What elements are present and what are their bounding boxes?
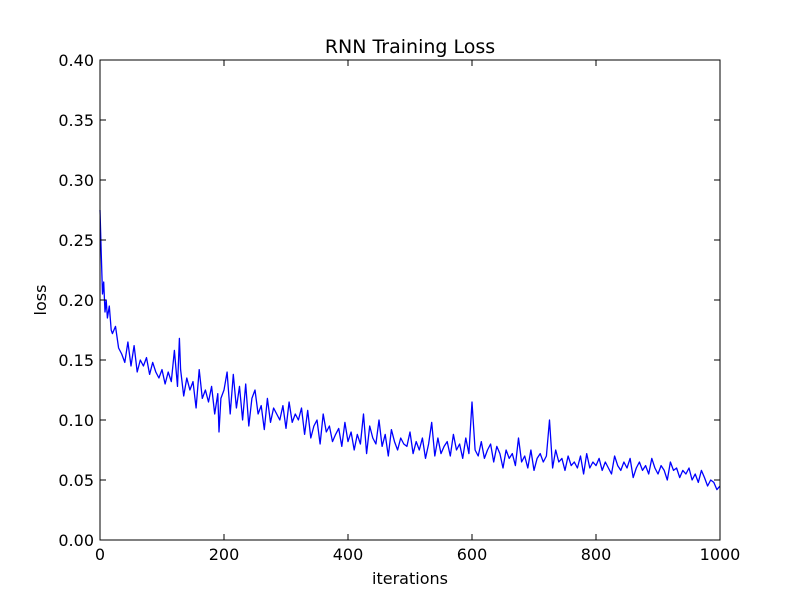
y-tick-label: 0.40 [58,51,94,70]
x-axis-label: iterations [372,569,448,588]
y-axis: 0.00 0.05 0.10 0.15 0.20 0.25 0.30 0.35 0.40 [58,51,720,550]
x-tick-label: 600 [457,545,488,564]
y-tick-label: 0.00 [58,531,94,550]
x-tick-label: 800 [581,545,612,564]
y-tick-label: 0.10 [58,411,94,430]
y-tick-label: 0.35 [58,111,94,130]
loss-series-line [99,209,721,491]
x-axis: 0 200 400 600 800 1000 [95,60,740,564]
y-tick-label: 0.30 [58,171,94,190]
x-tick-label: 1000 [700,545,741,564]
y-tick-label: 0.15 [58,351,94,370]
x-tick-label: 200 [209,545,240,564]
y-tick-label: 0.25 [58,231,94,250]
y-axis-label: loss [31,285,50,316]
x-tick-label: 400 [333,545,364,564]
x-tick-label: 0 [95,545,105,564]
y-tick-label: 0.20 [58,291,94,310]
chart-title: RNN Training Loss [325,36,495,58]
y-tick-label: 0.05 [58,471,94,490]
